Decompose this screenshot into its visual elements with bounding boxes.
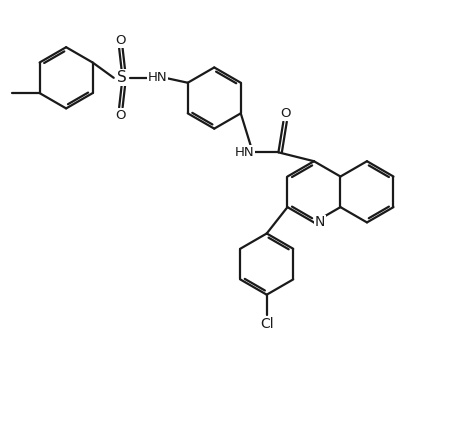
Text: HN: HN <box>235 146 255 159</box>
Text: HN: HN <box>147 71 167 84</box>
Text: N: N <box>315 215 325 230</box>
Text: O: O <box>115 109 126 122</box>
Text: O: O <box>281 107 291 120</box>
Text: O: O <box>115 34 126 47</box>
Text: S: S <box>117 70 127 85</box>
Text: Cl: Cl <box>260 317 274 331</box>
